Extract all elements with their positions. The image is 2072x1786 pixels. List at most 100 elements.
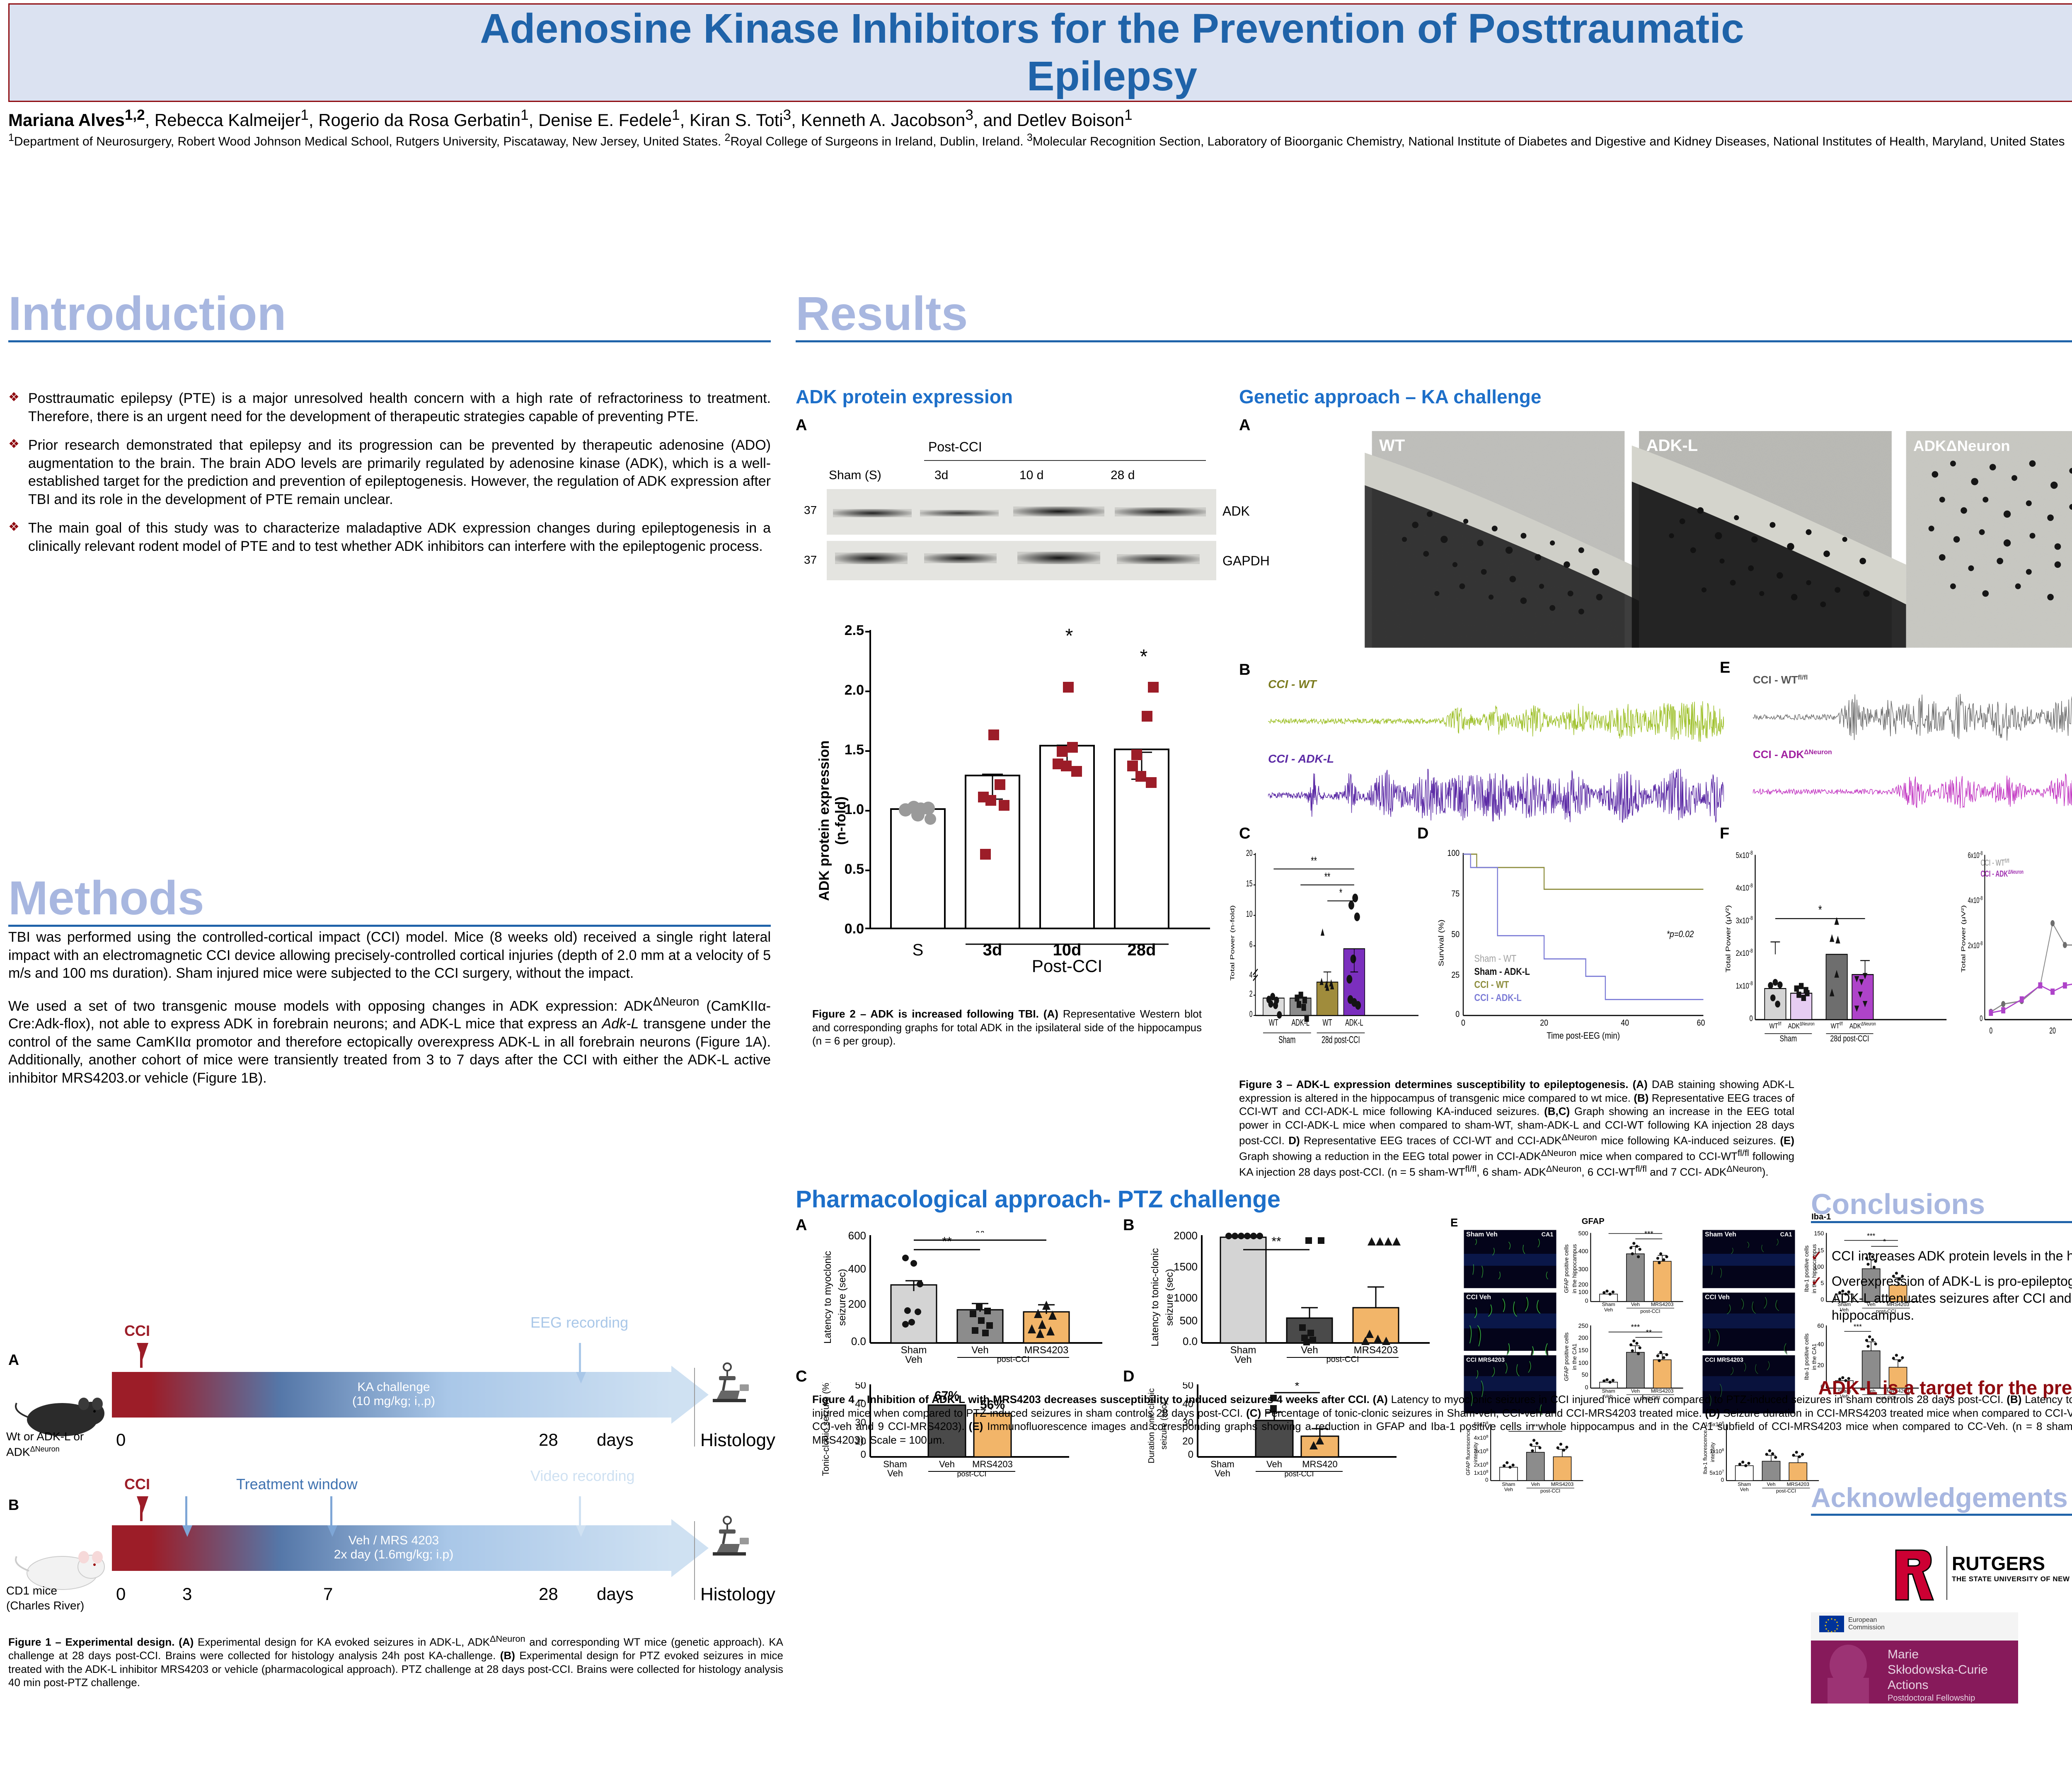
- svg-text:***: ***: [1631, 1323, 1640, 1331]
- svg-text:0.0: 0.0: [851, 1335, 866, 1347]
- svg-text:150: 150: [1814, 1230, 1824, 1237]
- svg-text:ADKΔNeuron: ADKΔNeuron: [1913, 437, 2010, 454]
- svg-text:40: 40: [1817, 1341, 1824, 1348]
- svg-text:0: 0: [1989, 1026, 1992, 1036]
- svg-text:1500: 1500: [1174, 1260, 1198, 1273]
- svg-text:Sham: Sham: [1602, 1301, 1615, 1307]
- svg-text:200: 200: [1578, 1282, 1588, 1288]
- svg-text:post-CCI: post-CCI: [1776, 1488, 1796, 1494]
- svg-text:MRS4203: MRS4203: [1651, 1301, 1674, 1307]
- svg-text:GFAP positive cells: GFAP positive cells: [1564, 1244, 1570, 1293]
- svg-text:**: **: [1271, 1235, 1281, 1248]
- svg-text:ADK-L: ADK-L: [1345, 1018, 1363, 1028]
- svg-text:*: *: [1295, 1382, 1300, 1392]
- svg-text:Veh: Veh: [1266, 1459, 1282, 1469]
- svg-text:Veh: Veh: [887, 1468, 903, 1478]
- svg-text:CCI - ADKΔNeuron: CCI - ADKΔNeuron: [1981, 869, 2024, 879]
- svg-text:1000: 1000: [1174, 1292, 1198, 1304]
- svg-text:*: *: [1065, 625, 1073, 647]
- svg-text:Total Power (n-fold): Total Power (n-fold): [1229, 905, 1236, 981]
- svg-text:Veh: Veh: [1215, 1468, 1230, 1478]
- svg-text:CCI Veh: CCI Veh: [1705, 1294, 1730, 1301]
- svg-text:CA1: CA1: [1542, 1231, 1554, 1238]
- svg-text:*: *: [1883, 1237, 1886, 1246]
- svg-text:25: 25: [1451, 970, 1460, 980]
- svg-text:**: **: [942, 1235, 952, 1248]
- svg-text:3x10-8: 3x10-8: [1736, 915, 1753, 925]
- svg-text:**: **: [1324, 871, 1330, 884]
- svg-text:WT: WT: [1323, 1018, 1332, 1028]
- svg-text:0.0: 0.0: [1183, 1335, 1198, 1347]
- svg-text:Latency to myoclonic: Latency to myoclonic: [822, 1251, 833, 1344]
- svg-text:50: 50: [855, 1382, 866, 1391]
- svg-text:6: 6: [1249, 940, 1253, 950]
- svg-text:ADKΔNeuron: ADKΔNeuron: [1788, 1021, 1815, 1030]
- svg-text:0.5: 0.5: [845, 861, 864, 877]
- svg-text:**: **: [1311, 855, 1317, 868]
- svg-text:500: 500: [1180, 1314, 1198, 1327]
- svg-text:Sham - ADK-L: Sham - ADK-L: [1474, 966, 1530, 977]
- svg-text:CCI Veh: CCI Veh: [1466, 1294, 1491, 1301]
- svg-text:CCI - ADK-L: CCI - ADK-L: [1474, 992, 1522, 1003]
- svg-text:post-CCI: post-CCI: [1640, 1309, 1660, 1314]
- svg-text:50: 50: [1582, 1372, 1588, 1379]
- svg-text:in the CA1: in the CA1: [1571, 1343, 1578, 1370]
- svg-text:2000: 2000: [1174, 1231, 1198, 1242]
- svg-text:MRS4203: MRS4203: [1024, 1345, 1069, 1356]
- svg-text:Iba-1 positive cells: Iba-1 positive cells: [1803, 1246, 1810, 1292]
- svg-text:28d post-CCI: 28d post-CCI: [1830, 1033, 1869, 1043]
- svg-text:CCI - WT: CCI - WT: [1474, 979, 1509, 990]
- svg-text:200: 200: [1578, 1335, 1588, 1341]
- svg-text:150: 150: [1578, 1347, 1588, 1354]
- svg-text:5x107: 5x107: [1709, 1469, 1724, 1476]
- svg-text:Veh: Veh: [1767, 1481, 1775, 1487]
- svg-text:4: 4: [1249, 970, 1253, 980]
- svg-text:Total Power (μV²): Total Power (μV²): [1960, 905, 1967, 973]
- svg-text:WTf/f: WTf/f: [1769, 1021, 1782, 1030]
- svg-text:seizure (sec): seizure (sec): [1164, 1269, 1175, 1326]
- svg-text:60: 60: [1697, 1018, 1705, 1028]
- svg-text:0: 0: [1249, 1009, 1253, 1019]
- svg-text:Veh: Veh: [939, 1459, 955, 1469]
- svg-text:0: 0: [1980, 1014, 1982, 1023]
- svg-text:4x10-8: 4x10-8: [1968, 896, 1983, 905]
- svg-text:seizure (sec): seizure (sec): [837, 1269, 848, 1326]
- svg-text:0: 0: [861, 1449, 866, 1460]
- svg-text:1x108: 1x108: [1474, 1469, 1489, 1476]
- svg-text:CCI MRS4203: CCI MRS4203: [1466, 1357, 1505, 1364]
- svg-text:*: *: [1339, 887, 1342, 899]
- svg-text:Veh: Veh: [905, 1354, 922, 1364]
- svg-text:20: 20: [1540, 1018, 1548, 1028]
- svg-text:400: 400: [1578, 1248, 1588, 1255]
- svg-text:1x10-8: 1x10-8: [1736, 980, 1753, 991]
- svg-text:Veh: Veh: [1504, 1486, 1513, 1492]
- svg-text:50: 50: [1451, 930, 1460, 940]
- svg-text:100: 100: [1447, 848, 1460, 858]
- svg-text:40: 40: [1621, 1018, 1629, 1028]
- svg-text:in the CA1: in the CA1: [1811, 1343, 1818, 1370]
- svg-text:20: 20: [1817, 1362, 1824, 1369]
- svg-text:Sham: Sham: [1779, 1033, 1797, 1043]
- svg-text:*p=0.02: *p=0.02: [1667, 929, 1694, 940]
- svg-text:Veh: Veh: [1740, 1486, 1749, 1492]
- svg-text:ADK-L: ADK-L: [1646, 436, 1698, 455]
- svg-text:Veh: Veh: [971, 1345, 988, 1356]
- svg-text:in the hippocampus: in the hippocampus: [1571, 1244, 1578, 1294]
- svg-text:20: 20: [1246, 848, 1253, 858]
- svg-text:600: 600: [848, 1231, 866, 1242]
- svg-text:Post-CCI: Post-CCI: [1032, 956, 1102, 976]
- svg-text:50: 50: [1182, 1382, 1193, 1391]
- svg-text:**: **: [975, 1231, 985, 1240]
- svg-text:CCI MRS4203: CCI MRS4203: [1705, 1357, 1743, 1364]
- svg-text:Survival (%): Survival (%): [1437, 919, 1445, 966]
- svg-text:2x10-8: 2x10-8: [1968, 941, 1983, 950]
- svg-text:Veh: Veh: [1531, 1481, 1540, 1487]
- svg-text:250: 250: [1578, 1323, 1588, 1330]
- svg-text:post-CCI: post-CCI: [1326, 1355, 1359, 1364]
- svg-text:0: 0: [1485, 1477, 1489, 1483]
- svg-text:post-CCI: post-CCI: [957, 1470, 986, 1478]
- svg-text:15: 15: [1246, 879, 1253, 889]
- svg-text:ADKΔNeuron: ADKΔNeuron: [1849, 1021, 1876, 1030]
- svg-text:post-CCI: post-CCI: [1284, 1470, 1314, 1478]
- svg-text:MRS4203: MRS4203: [1551, 1481, 1574, 1487]
